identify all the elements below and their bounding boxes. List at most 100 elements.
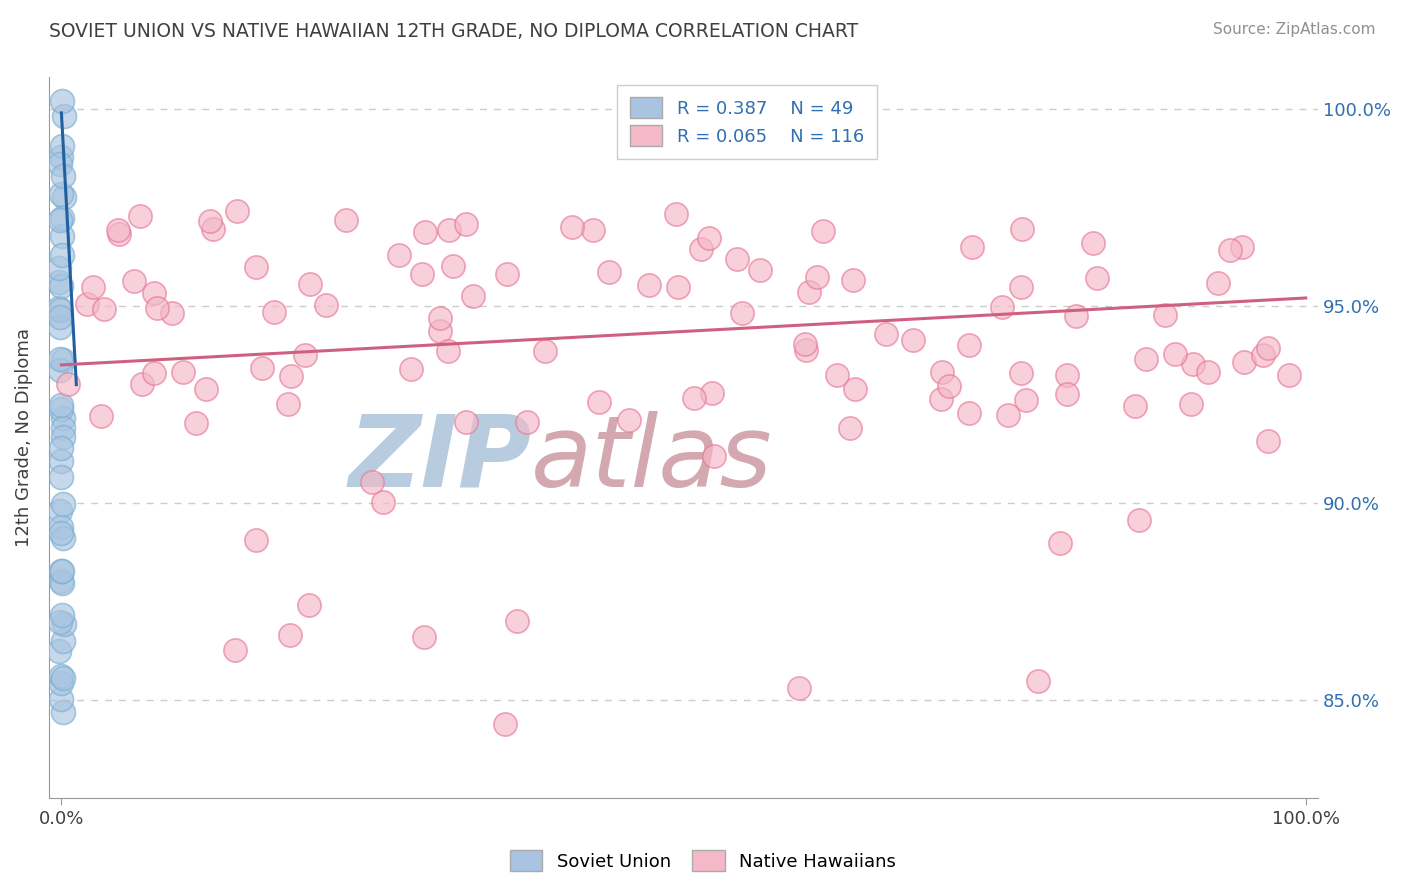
Point	[280, 368, 302, 383]
Point	[278, 628, 301, 642]
Point	[48, 303, 70, 318]
Point	[1230, 240, 1253, 254]
Point	[49, 676, 72, 690]
Point	[1064, 310, 1087, 324]
Point	[875, 326, 897, 341]
Point	[51, 564, 73, 578]
Point	[49, 504, 72, 518]
Point	[51, 576, 73, 591]
Point	[93, 302, 115, 317]
Point	[1198, 365, 1220, 379]
Point	[588, 395, 610, 409]
Point	[666, 280, 689, 294]
Point	[494, 717, 516, 731]
Point	[844, 382, 866, 396]
Point	[1135, 351, 1157, 366]
Point	[143, 366, 166, 380]
Point	[806, 270, 828, 285]
Point	[938, 379, 960, 393]
Point	[931, 365, 953, 379]
Point	[49, 352, 72, 367]
Point	[413, 225, 436, 239]
Point	[399, 362, 422, 376]
Point	[52, 421, 75, 435]
Point	[1015, 393, 1038, 408]
Point	[825, 368, 848, 382]
Point	[534, 343, 557, 358]
Point	[335, 212, 357, 227]
Point	[160, 306, 183, 320]
Point	[58, 376, 80, 391]
Point	[506, 615, 529, 629]
Point	[725, 252, 748, 266]
Point	[997, 408, 1019, 422]
Text: ZIP: ZIP	[349, 411, 531, 508]
Point	[561, 220, 583, 235]
Point	[52, 531, 75, 545]
Point	[82, 280, 104, 294]
Point	[683, 391, 706, 405]
Point	[838, 421, 860, 435]
Point	[454, 217, 477, 231]
Point	[1251, 347, 1274, 361]
Text: atlas: atlas	[531, 411, 773, 508]
Point	[146, 301, 169, 315]
Point	[52, 169, 75, 183]
Point	[49, 150, 72, 164]
Point	[51, 692, 73, 706]
Point	[49, 213, 72, 227]
Point	[1085, 271, 1108, 285]
Point	[703, 450, 725, 464]
Point	[52, 617, 75, 632]
Point	[52, 430, 75, 444]
Point	[51, 211, 73, 226]
Point	[373, 495, 395, 509]
Point	[665, 206, 688, 220]
Point	[51, 402, 73, 417]
Point	[901, 333, 924, 347]
Point	[1164, 347, 1187, 361]
Point	[48, 301, 70, 315]
Point	[697, 230, 720, 244]
Point	[263, 304, 285, 318]
Point	[51, 248, 73, 262]
Point	[799, 285, 821, 299]
Point	[245, 260, 267, 274]
Point	[51, 607, 73, 622]
Point	[990, 300, 1012, 314]
Point	[122, 274, 145, 288]
Point	[131, 376, 153, 391]
Point	[1128, 513, 1150, 527]
Legend: R = 0.387    N = 49, R = 0.065    N = 116: R = 0.387 N = 49, R = 0.065 N = 116	[617, 85, 877, 159]
Point	[1010, 366, 1032, 380]
Point	[1049, 536, 1071, 550]
Point	[89, 409, 111, 423]
Point	[439, 222, 461, 236]
Point	[298, 277, 321, 292]
Point	[200, 214, 222, 228]
Point	[1233, 355, 1256, 369]
Point	[1010, 280, 1032, 294]
Point	[294, 348, 316, 362]
Point	[184, 416, 207, 430]
Point	[298, 599, 321, 613]
Y-axis label: 12th Grade, No Diploma: 12th Grade, No Diploma	[15, 328, 32, 548]
Point	[76, 297, 98, 311]
Point	[49, 320, 72, 334]
Text: SOVIET UNION VS NATIVE HAWAIIAN 12TH GRADE, NO DIPLOMA CORRELATION CHART: SOVIET UNION VS NATIVE HAWAIIAN 12TH GRA…	[49, 22, 859, 41]
Point	[51, 353, 73, 368]
Point	[842, 273, 865, 287]
Point	[277, 397, 299, 411]
Point	[107, 222, 129, 236]
Point	[172, 365, 194, 379]
Point	[49, 469, 72, 483]
Point	[787, 681, 810, 695]
Point	[49, 157, 72, 171]
Point	[51, 187, 73, 202]
Point	[748, 262, 770, 277]
Point	[224, 642, 246, 657]
Point	[960, 240, 983, 254]
Point	[731, 306, 754, 320]
Point	[700, 385, 723, 400]
Point	[957, 406, 980, 420]
